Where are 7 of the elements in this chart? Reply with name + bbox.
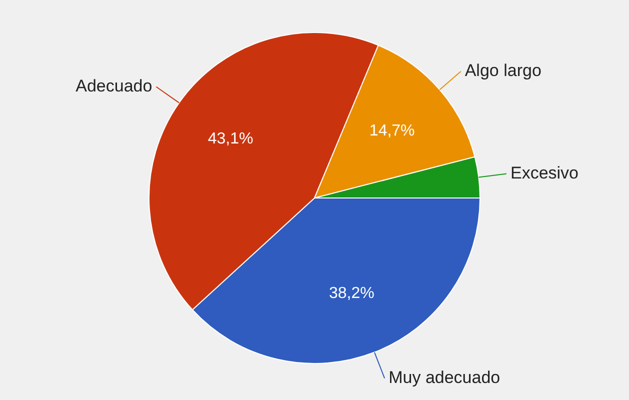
slice-label: Muy adecuado [388, 368, 500, 388]
slice-label: Adecuado [76, 76, 152, 96]
data-label: 14,7% [369, 122, 415, 140]
slice-label: Algo largo [464, 61, 542, 80]
data-label: 43,1% [208, 130, 254, 148]
slice-label: Excesivo [510, 163, 579, 182]
data-label: 38,2% [328, 285, 374, 302]
